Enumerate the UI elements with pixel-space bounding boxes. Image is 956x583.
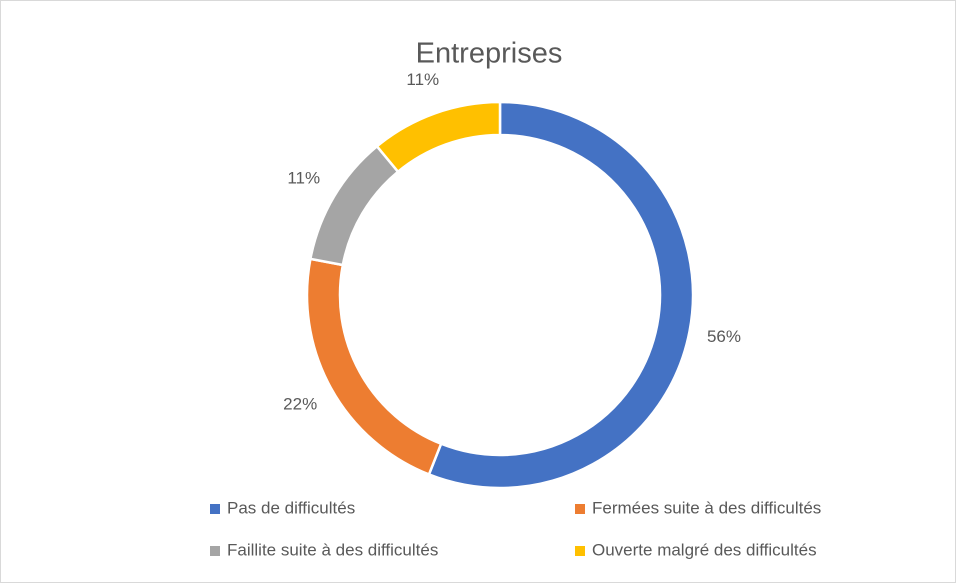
legend-label: Faillite suite à des difficultés bbox=[227, 540, 438, 559]
legend-swatch bbox=[575, 546, 585, 556]
donut-slice bbox=[375, 100, 502, 174]
legend-swatch bbox=[575, 504, 585, 514]
legend-label: Fermées suite à des difficultés bbox=[592, 498, 821, 517]
data-label: 56% bbox=[707, 327, 741, 346]
legend-label: Pas de difficultés bbox=[227, 498, 355, 517]
legend-swatch bbox=[210, 546, 220, 556]
data-label: 22% bbox=[283, 394, 317, 413]
donut-slice bbox=[427, 100, 695, 490]
chart-title: Entreprises bbox=[416, 38, 563, 70]
data-label: 11% bbox=[406, 70, 439, 89]
legend-swatch bbox=[210, 504, 220, 514]
legend-label: Ouverte malgré des difficultés bbox=[592, 540, 817, 559]
data-label: 11% bbox=[287, 168, 320, 187]
